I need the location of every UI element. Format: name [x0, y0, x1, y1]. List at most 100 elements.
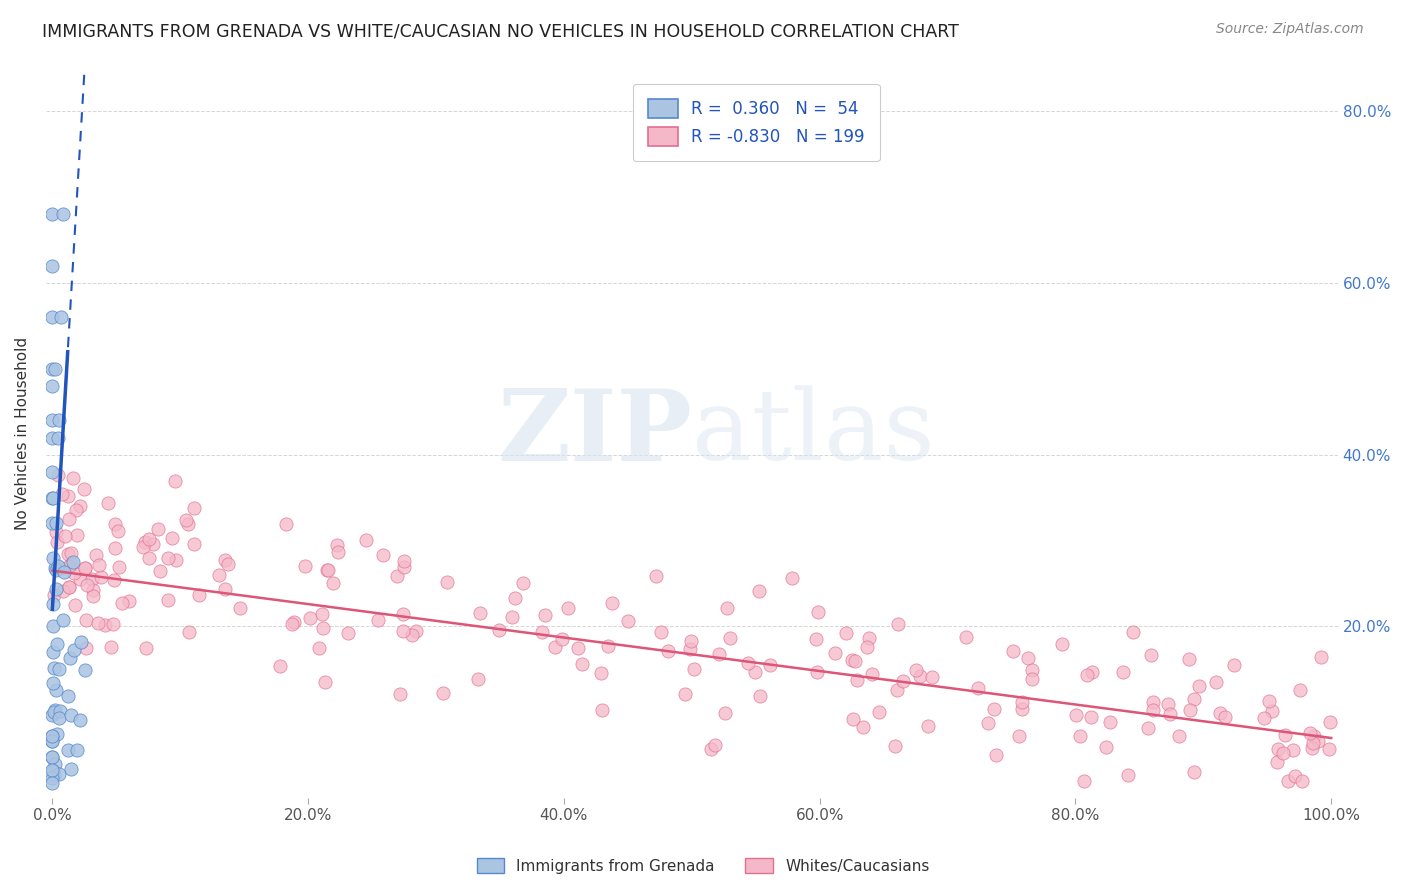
Point — [1052, 637, 1074, 651]
Point — [1142, 695, 1164, 709]
Point — [1094, 740, 1116, 755]
Point — [52, 613, 75, 627]
Point — [432, 685, 454, 699]
Point — [983, 702, 1005, 716]
Point — [858, 632, 880, 646]
Point — [1302, 729, 1324, 743]
Point — [318, 563, 340, 577]
Point — [177, 516, 200, 531]
Point — [103, 573, 125, 587]
Point — [44, 661, 66, 675]
Point — [41, 707, 63, 722]
Point — [148, 522, 170, 536]
Point — [567, 640, 589, 655]
Point — [41, 431, 63, 445]
Point — [367, 614, 389, 628]
Point — [177, 624, 200, 639]
Point — [149, 564, 172, 578]
Point — [48, 711, 70, 725]
Point — [229, 601, 252, 615]
Point — [58, 558, 80, 573]
Point — [69, 572, 91, 586]
Point — [56, 489, 79, 503]
Point — [60, 546, 83, 560]
Point — [49, 704, 72, 718]
Point — [718, 632, 741, 646]
Point — [1272, 746, 1295, 760]
Point — [108, 560, 131, 574]
Point — [512, 576, 534, 591]
Point — [1289, 683, 1312, 698]
Point — [748, 584, 770, 599]
Point — [41, 379, 63, 393]
Point — [1081, 665, 1104, 679]
Point — [80, 573, 103, 587]
Point — [42, 619, 65, 633]
Point — [1017, 650, 1039, 665]
Point — [316, 563, 339, 577]
Point — [1073, 773, 1095, 788]
Point — [176, 512, 198, 526]
Point — [326, 545, 349, 559]
Point — [100, 640, 122, 655]
Point — [1069, 729, 1091, 743]
Point — [53, 565, 76, 579]
Point — [66, 743, 89, 757]
Point — [45, 563, 67, 577]
Point — [58, 512, 80, 526]
Point — [103, 516, 125, 531]
Point — [759, 657, 782, 672]
Point — [60, 707, 83, 722]
Point — [645, 568, 668, 582]
Point — [860, 666, 883, 681]
Point — [704, 738, 727, 752]
Point — [1302, 736, 1324, 750]
Point — [893, 674, 915, 689]
Point — [118, 594, 141, 608]
Point — [41, 776, 63, 790]
Point — [1188, 679, 1211, 693]
Point — [73, 663, 96, 677]
Point — [165, 553, 187, 567]
Point — [42, 550, 65, 565]
Point — [322, 575, 344, 590]
Point — [42, 597, 65, 611]
Point — [1298, 726, 1320, 740]
Point — [41, 764, 63, 778]
Point — [56, 743, 79, 757]
Point — [48, 767, 70, 781]
Point — [183, 500, 205, 515]
Point — [1136, 722, 1159, 736]
Point — [48, 413, 70, 427]
Point — [84, 548, 107, 562]
Point — [45, 683, 67, 698]
Point — [59, 650, 82, 665]
Point — [41, 491, 63, 505]
Point — [82, 589, 104, 603]
Point — [274, 516, 297, 531]
Point — [1076, 667, 1098, 681]
Point — [75, 613, 97, 627]
Point — [744, 665, 766, 680]
Point — [110, 596, 132, 610]
Point — [1140, 648, 1163, 663]
Point — [69, 713, 91, 727]
Point — [967, 681, 990, 696]
Point — [62, 471, 84, 485]
Point — [1011, 701, 1033, 715]
Point — [46, 431, 69, 445]
Point — [388, 687, 411, 701]
Point — [76, 578, 98, 592]
Point — [104, 541, 127, 556]
Point — [1258, 694, 1281, 708]
Text: ZIP: ZIP — [496, 384, 692, 482]
Legend: R =  0.360   N =  54, R = -0.830   N = 199: R = 0.360 N = 54, R = -0.830 N = 199 — [633, 84, 880, 161]
Point — [373, 548, 395, 562]
Point — [354, 533, 377, 547]
Point — [505, 591, 527, 606]
Point — [1319, 715, 1341, 730]
Point — [1142, 703, 1164, 717]
Point — [1209, 706, 1232, 720]
Point — [1064, 708, 1087, 723]
Point — [214, 552, 236, 566]
